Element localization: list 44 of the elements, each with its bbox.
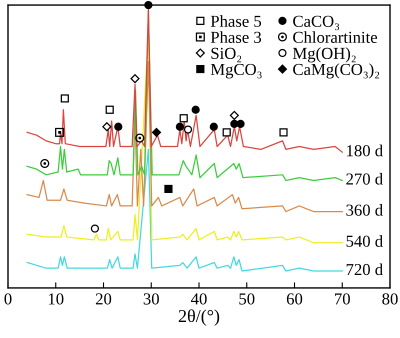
point xyxy=(210,122,218,131)
x-tick-label: 20 xyxy=(96,293,112,305)
point xyxy=(176,122,184,131)
point xyxy=(180,114,188,122)
point xyxy=(230,110,239,120)
point xyxy=(40,158,50,168)
point xyxy=(144,0,152,10)
x-tick-label: 70 xyxy=(335,293,350,305)
point xyxy=(135,134,144,143)
x-tick-label: 30 xyxy=(144,293,159,305)
x-tick-label: 50 xyxy=(239,293,254,305)
x-tick-label: 80 xyxy=(382,293,398,305)
point xyxy=(106,106,114,114)
point xyxy=(130,74,140,84)
series-label: 270 d xyxy=(346,172,383,185)
legend-label: MgCO₃ xyxy=(210,64,262,78)
series-label: 180 d xyxy=(347,144,383,156)
series-label: 720 d xyxy=(346,263,383,276)
point xyxy=(114,122,122,131)
point xyxy=(164,184,173,194)
x-tick-label: 60 xyxy=(286,293,302,305)
legend-label: Chlorartinite xyxy=(293,31,378,43)
point xyxy=(90,224,99,233)
point xyxy=(222,128,231,136)
legend-label: CaMg(CO₃)₂ xyxy=(293,63,380,79)
point xyxy=(184,125,192,134)
point xyxy=(102,122,112,132)
x-tick-label: 40 xyxy=(190,293,207,305)
point xyxy=(192,106,200,114)
point xyxy=(55,128,64,137)
legend-label: CaCO₃ xyxy=(293,16,340,30)
legend-label: Phase 5 xyxy=(210,15,262,27)
legend-label: Phase 3 xyxy=(210,31,262,43)
x-tick-label: 10 xyxy=(48,293,64,305)
point xyxy=(279,128,288,136)
series-label: 540 d xyxy=(346,235,383,247)
series-label: 360 d xyxy=(346,204,383,216)
legend-label: Mg(OH)₂ xyxy=(292,47,356,62)
point xyxy=(152,128,162,137)
point xyxy=(236,120,245,128)
x-axis-title: 2θ/(°) xyxy=(178,309,220,326)
x-tick-label: 0 xyxy=(4,293,12,305)
point xyxy=(60,94,69,103)
legend-label: SiO₂ xyxy=(211,48,242,62)
